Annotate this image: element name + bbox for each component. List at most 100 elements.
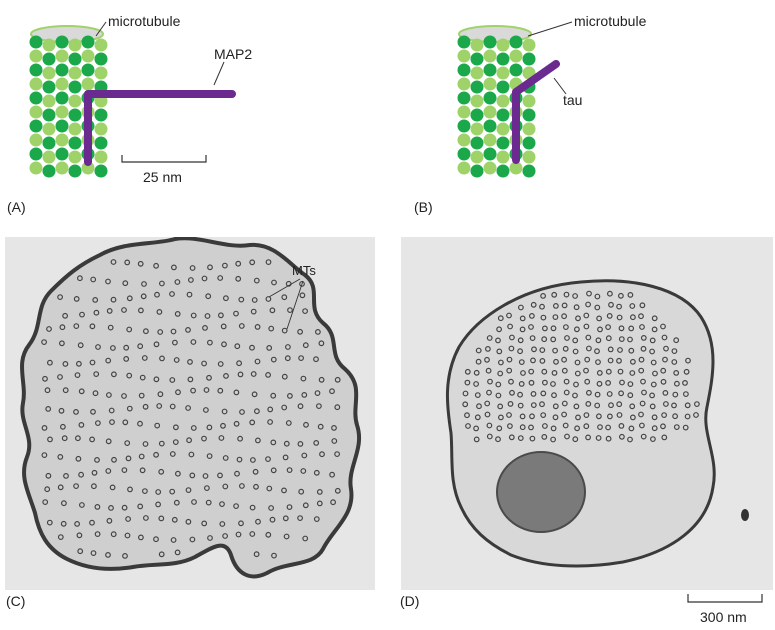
microtubule-profile: [506, 423, 513, 430]
tau-diagram: [457, 21, 573, 178]
microtubule-profile: [170, 264, 177, 271]
microtubule-profile: [267, 419, 274, 425]
microtubule-profile: [235, 260, 242, 267]
tau-label: tau: [563, 92, 583, 108]
microtubule-profile: [281, 373, 288, 380]
tubulin-subunit: [457, 147, 471, 161]
microtubule-profile: [629, 370, 636, 376]
microtubule-profile: [73, 408, 79, 415]
microtubule-profile: [45, 405, 52, 412]
microtubule-profile: [506, 367, 513, 374]
microtubule-profile: [298, 488, 305, 495]
microtubule-profile: [629, 314, 636, 321]
microtubule-profile: [281, 404, 288, 411]
microtubule-profile: [142, 515, 149, 521]
tubulin-subunit: [522, 164, 536, 178]
microtubule-profile: [185, 518, 192, 525]
microtubule-profile: [616, 412, 623, 418]
microtubule-profile: [286, 504, 293, 511]
microtubule-profile: [562, 324, 569, 330]
microtubule-profile: [539, 347, 546, 353]
microtubule-profile: [202, 473, 209, 479]
microtubule-profile: [94, 420, 101, 427]
map2-label: MAP2: [214, 46, 253, 62]
tubulin-subunit: [55, 77, 69, 91]
micrograph-c: MTs: [5, 237, 375, 590]
microtubule-profile: [137, 307, 144, 314]
microtubule-profile: [506, 356, 513, 363]
microtubule-profile: [62, 360, 69, 367]
microtubule-profile: [284, 355, 291, 362]
microtubule-profile: [639, 324, 645, 330]
microtubule-profile: [265, 296, 272, 302]
tubulin-subunit: [42, 94, 56, 108]
microtubule-profile: [302, 342, 309, 349]
microtubule-profile: [605, 379, 612, 386]
tubulin-subunit: [496, 108, 510, 122]
tubulin-subunit: [29, 105, 43, 119]
microtubule-profile: [583, 312, 590, 319]
microtubule-profile: [238, 483, 245, 489]
tubulin-subunit: [81, 63, 95, 77]
tubulin-subunit: [94, 150, 108, 164]
microtubule-profile: [187, 358, 193, 365]
microtubule-profile: [649, 348, 656, 355]
microtubule-profile: [220, 422, 226, 429]
microtubule-profile: [201, 520, 208, 527]
microtubule-profile: [473, 436, 480, 443]
microtubule-profile: [318, 340, 325, 347]
microtubule-profile: [561, 367, 568, 374]
microtubule-profile: [671, 402, 677, 409]
microtubule-profile: [121, 504, 128, 511]
microtubule-profile: [663, 345, 669, 352]
microtubule-profile: [126, 372, 133, 379]
microtubule-profile: [319, 451, 325, 458]
tubulin-subunit: [522, 108, 536, 122]
tubulin-subunit: [68, 94, 82, 108]
microtubule-profile: [572, 436, 579, 443]
microtubule-profile: [285, 344, 291, 350]
microtubule-profile: [92, 390, 99, 397]
microtubule-profile: [552, 347, 559, 354]
tubulin-subunit: [94, 38, 108, 52]
tubulin-subunit: [42, 38, 56, 52]
microtubule-profile: [539, 303, 545, 310]
microtubule-profile: [596, 380, 603, 387]
tubulin-subunit: [509, 161, 523, 175]
microtubule-profile: [550, 436, 557, 443]
microtubule-profile: [42, 375, 48, 382]
microtubule-profile: [683, 368, 690, 375]
microtubule-profile: [649, 392, 656, 399]
microtubule-profile: [694, 401, 700, 408]
microtubule-profile: [475, 347, 482, 354]
microtubule-profile: [94, 531, 101, 538]
microtubule-profile: [78, 421, 85, 428]
microtubule-profile: [217, 387, 224, 394]
microtubule-profile: [561, 302, 568, 309]
microtubule-profile: [249, 457, 256, 463]
microtubule-profile: [155, 501, 162, 508]
microtubule-profile: [94, 456, 100, 463]
microtubule-profile: [266, 485, 273, 492]
microtubule-profile: [217, 472, 223, 479]
tubulin-subunit: [94, 164, 108, 178]
microtubule-profile: [110, 259, 117, 265]
tubulin-subunit: [42, 52, 56, 66]
microtubule-profile: [462, 401, 469, 408]
microtubule-profile: [285, 420, 292, 426]
microtubule-profile: [617, 347, 623, 353]
microtubule-profile: [495, 436, 501, 443]
microtubule-profile: [317, 423, 324, 430]
tubulin-subunit: [470, 164, 484, 178]
microtubule-profile: [173, 499, 180, 506]
tubulin-subunit: [42, 66, 56, 80]
microtubule-profile: [122, 553, 128, 559]
microtubule-profile: [607, 357, 614, 364]
microtubule-profile: [78, 388, 85, 395]
microtubule-profile: [270, 439, 277, 446]
microtubule-profile: [638, 422, 645, 429]
microtubule-profile: [186, 291, 193, 298]
microtubule-profile: [594, 391, 601, 398]
tubulin-subunit: [68, 122, 82, 136]
microtubule-profile: [155, 489, 162, 495]
